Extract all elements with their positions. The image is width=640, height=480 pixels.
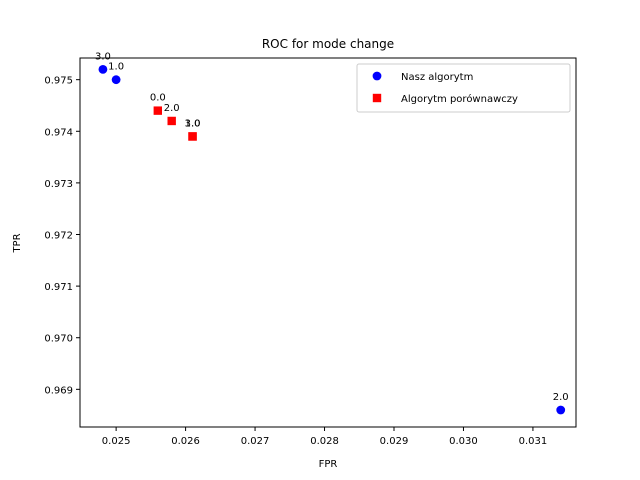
axes-frame — [79, 57, 577, 428]
legend-box — [356, 63, 571, 113]
y-tick-label: 0.975 — [44, 76, 73, 87]
y-tick-label: 0.970 — [44, 334, 73, 345]
x-tick-label: 0.026 — [171, 436, 200, 447]
point-annotations: 3.01.02.00.02.03.01.0 — [95, 51, 569, 403]
x-tick-label: 0.029 — [380, 436, 409, 447]
legend-marker — [372, 93, 382, 103]
legend-label: Nasz algorytm — [401, 72, 473, 83]
y-tick-label: 0.969 — [44, 385, 73, 396]
y-tick-label: 0.973 — [44, 179, 73, 190]
point-annotation: 2.0 — [553, 392, 569, 403]
point-annotation: 3.0 — [95, 51, 111, 62]
plot-area-border — [79, 57, 577, 428]
data-point — [153, 106, 163, 115]
x-tick-label: 0.027 — [241, 436, 270, 447]
data-point — [167, 116, 176, 126]
x-tick-label: 0.028 — [310, 436, 339, 447]
point-annotation: 2.0 — [164, 103, 180, 114]
x-tick-label: 0.025 — [102, 436, 131, 447]
data-point — [98, 64, 108, 74]
data-point — [111, 75, 121, 85]
y-tick-label: 0.972 — [44, 231, 73, 242]
chart-title: ROC for mode change — [262, 37, 394, 51]
legend-label: Algorytm porównawczy — [401, 93, 518, 105]
x-tick-label: 0.031 — [519, 436, 548, 447]
point-annotation: 3.0 — [185, 118, 201, 129]
point-annotation: 0.0 — [150, 93, 166, 104]
x-axis-ticks: 0.025 0.026 0.027 0.028 0.029 0.030 0.031 — [102, 427, 547, 447]
legend-marker — [372, 71, 382, 81]
data-point — [556, 405, 566, 415]
y-axis-label: TPR — [12, 233, 23, 253]
y-tick-label: 0.974 — [44, 127, 73, 138]
y-tick-label: 0.971 — [44, 282, 73, 293]
point-annotation: 1.0 — [108, 62, 124, 73]
x-axis-label: FPR — [319, 459, 338, 470]
data-point — [188, 132, 197, 141]
plot-points — [98, 64, 566, 415]
legend: Nasz algorytm Algorytm porównawczy — [356, 63, 571, 113]
x-tick-label: 0.030 — [449, 436, 478, 447]
point-annotation: 1.0 — [185, 118, 201, 129]
y-axis-ticks: 0.969 0.970 0.971 0.972 0.973 0.974 0.975 — [44, 76, 80, 396]
